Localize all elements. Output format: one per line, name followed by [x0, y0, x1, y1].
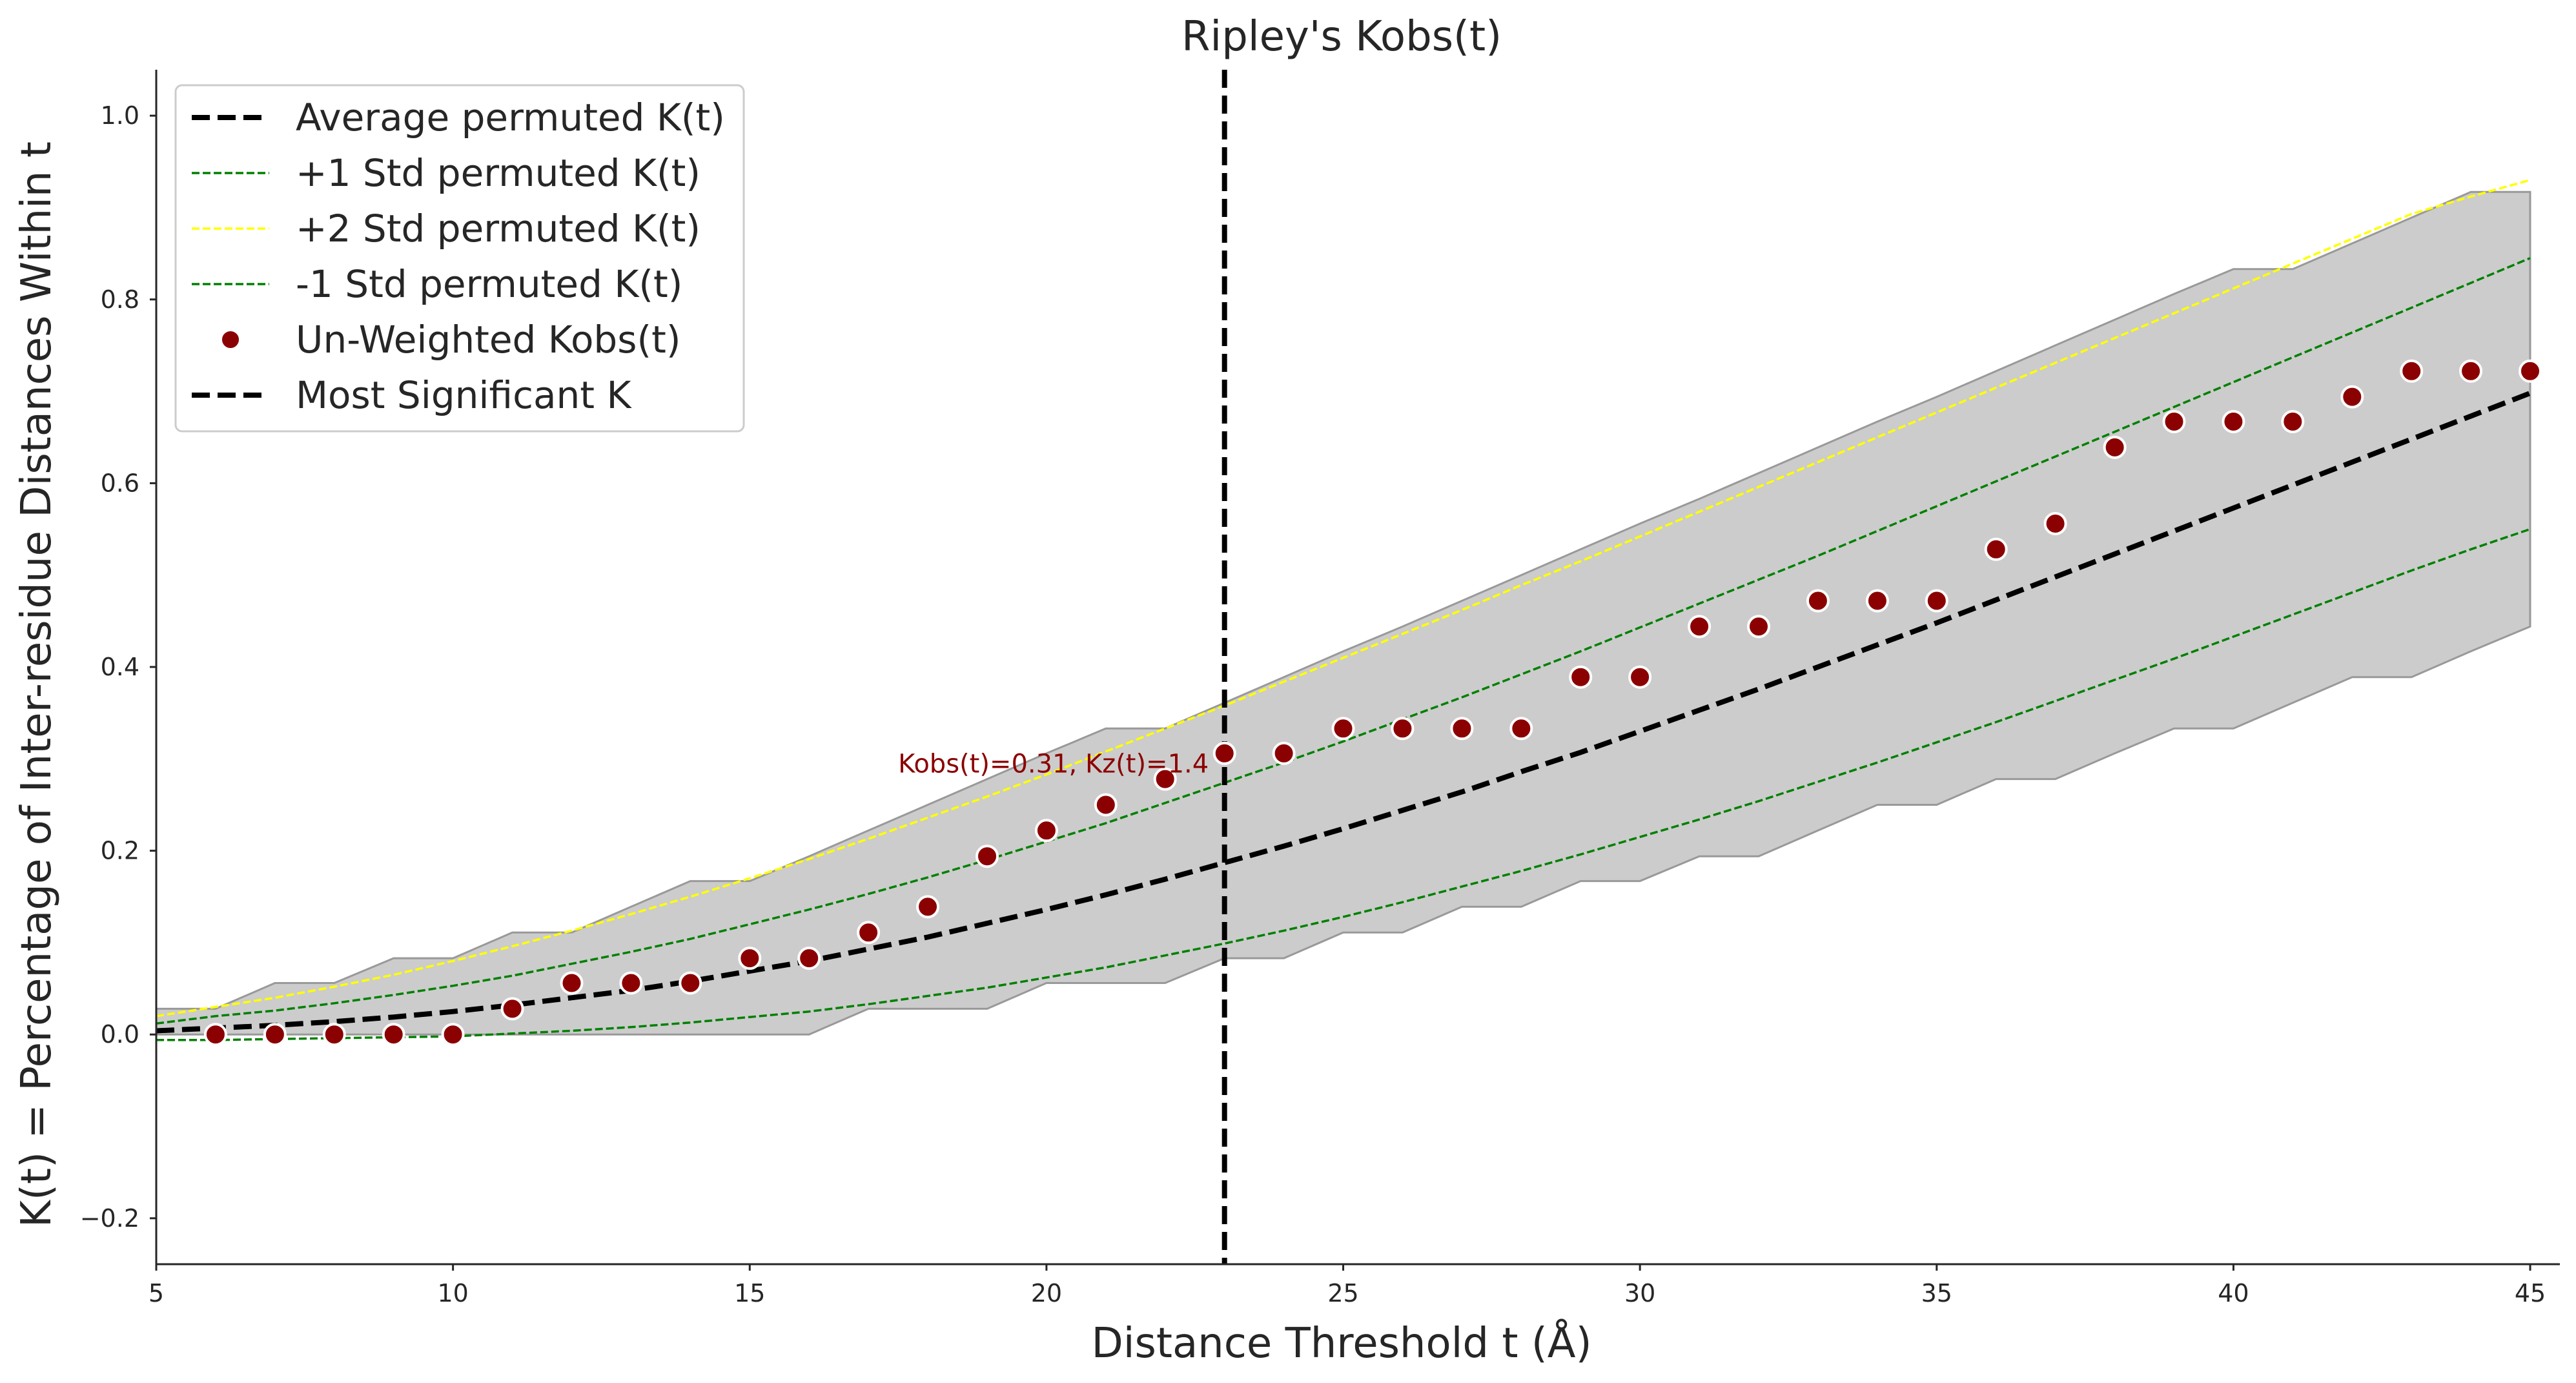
observed-point: [1688, 615, 1712, 639]
observed-point: [2340, 385, 2364, 409]
observed-point: [1984, 537, 2008, 561]
observed-point: [619, 971, 643, 995]
observed-point: [1925, 589, 1948, 613]
legend-entry-label: Most Significant K: [296, 373, 632, 417]
legend-entry-label: Average permuted K(t): [296, 96, 725, 139]
legend-entry-label: Un-Weighted Kobs(t): [296, 318, 680, 362]
x-tick-label: 5: [148, 1279, 164, 1307]
observed-point: [500, 997, 524, 1021]
observed-point: [1509, 717, 1533, 741]
observed-point: [1806, 589, 1830, 613]
series-lines-layer: [156, 179, 2531, 1041]
x-tick-label: 20: [1031, 1279, 1062, 1307]
series-line-2: [156, 179, 2531, 1018]
observed-point: [263, 1023, 287, 1047]
observed-point: [1034, 819, 1058, 843]
observed-points-layer: [203, 359, 2542, 1047]
legend-entry-label: +2 Std permuted K(t): [296, 207, 700, 251]
y-tick-label: 0.8: [101, 285, 139, 314]
x-tick-label: 30: [1624, 1279, 1655, 1307]
observed-point: [203, 1023, 227, 1047]
x-tick-label: 35: [1921, 1279, 1952, 1307]
observed-point: [679, 971, 702, 995]
x-tick-label: 10: [437, 1279, 468, 1307]
series-line-1: [156, 257, 2531, 1025]
y-tick-label: 0.4: [101, 653, 139, 681]
series-line-0: [156, 391, 2531, 1034]
x-tick-label: 15: [734, 1279, 765, 1307]
y-tick-label: 1.0: [101, 101, 139, 130]
observed-point: [1747, 615, 1770, 639]
series-line-3: [156, 528, 2531, 1041]
observed-point: [916, 895, 939, 919]
observed-point: [1212, 741, 1236, 765]
y-axis-label: K(t) = Percentage of Inter-residue Dista…: [13, 141, 61, 1227]
observed-point: [1331, 717, 1355, 741]
legend-marker: [220, 329, 241, 351]
observed-point: [2222, 410, 2245, 433]
observed-point: [322, 1023, 346, 1047]
observed-point: [1391, 717, 1415, 741]
observed-point: [976, 845, 999, 868]
observed-point: [1865, 589, 1889, 613]
observed-point: [2162, 410, 2186, 433]
chart-title: Ripley's Kobs(t): [1181, 13, 1502, 61]
legend: Average permuted K(t) +1 Std permuted K(t…: [174, 84, 745, 433]
observed-point: [560, 971, 584, 995]
x-tick-label: 40: [2218, 1279, 2249, 1307]
observed-point: [2281, 410, 2305, 433]
observed-point: [2459, 359, 2483, 383]
observed-point: [1628, 665, 1652, 689]
observed-point: [1569, 665, 1593, 689]
legend-entry-label: -1 Std permuted K(t): [296, 262, 682, 306]
observed-point: [738, 947, 762, 970]
legend-frame: [174, 84, 745, 433]
legend-entry-label: +1 Std permuted K(t): [296, 151, 700, 195]
y-tick-label: −0.2: [80, 1204, 139, 1233]
y-tick-label: 0.2: [101, 837, 139, 865]
observed-point: [857, 921, 881, 945]
observed-point: [1094, 793, 1118, 817]
observed-point: [2400, 359, 2424, 383]
observed-point: [1272, 741, 1296, 765]
observed-point: [382, 1023, 405, 1047]
observed-point: [1153, 767, 1177, 791]
x-tick-label: 45: [2515, 1279, 2546, 1307]
observed-point: [797, 947, 821, 970]
observed-point: [2103, 435, 2127, 459]
observed-point: [441, 1023, 465, 1047]
confidence-band-layer: [155, 190, 2531, 1036]
most-significant-annotation: Kobs(t)=0.31, Kz(t)=1.4: [898, 750, 1209, 779]
y-tick-label: 0.0: [101, 1020, 139, 1049]
x-axis-label: Distance Threshold t (Å): [1091, 1318, 1591, 1368]
confidence-band: [155, 190, 2531, 1036]
x-tick-label: 25: [1327, 1279, 1358, 1307]
ticks-layer: 5 10 15 20 25 30 35 40 45 −0.2 0.0 0.2 0.4 0.6 0.8 1.0: [80, 101, 2546, 1307]
observed-point: [1450, 717, 1474, 741]
observed-point: [2043, 512, 2067, 535]
y-tick-label: 0.6: [101, 469, 139, 497]
observed-point: [2519, 359, 2542, 383]
